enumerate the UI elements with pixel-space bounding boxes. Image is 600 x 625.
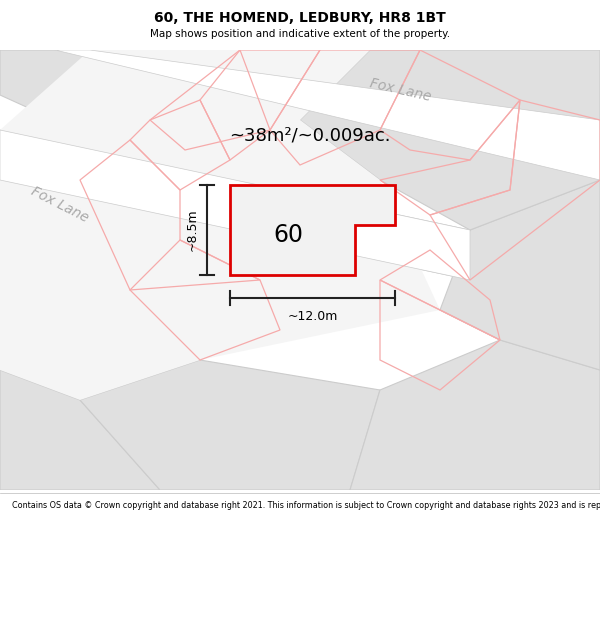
Polygon shape	[0, 130, 470, 280]
Polygon shape	[0, 370, 160, 490]
Text: Fox Lane: Fox Lane	[29, 184, 91, 226]
Text: Fox Lane: Fox Lane	[368, 76, 432, 104]
Text: ~8.5m: ~8.5m	[185, 209, 199, 251]
Polygon shape	[230, 185, 395, 275]
Text: ~38m²/~0.009ac.: ~38m²/~0.009ac.	[229, 126, 391, 144]
Polygon shape	[80, 360, 380, 490]
Polygon shape	[440, 180, 600, 370]
Text: ~12.0m: ~12.0m	[287, 309, 338, 322]
Polygon shape	[300, 50, 600, 230]
Polygon shape	[0, 180, 130, 400]
Polygon shape	[0, 130, 470, 280]
Polygon shape	[0, 50, 440, 400]
Polygon shape	[350, 340, 600, 490]
Text: Map shows position and indicative extent of the property.: Map shows position and indicative extent…	[150, 29, 450, 39]
Polygon shape	[55, 50, 600, 180]
Polygon shape	[0, 50, 85, 120]
Polygon shape	[55, 50, 600, 180]
Text: Contains OS data © Crown copyright and database right 2021. This information is : Contains OS data © Crown copyright and d…	[12, 501, 600, 510]
Text: 60, THE HOMEND, LEDBURY, HR8 1BT: 60, THE HOMEND, LEDBURY, HR8 1BT	[154, 11, 446, 25]
Text: 60: 60	[273, 223, 303, 247]
